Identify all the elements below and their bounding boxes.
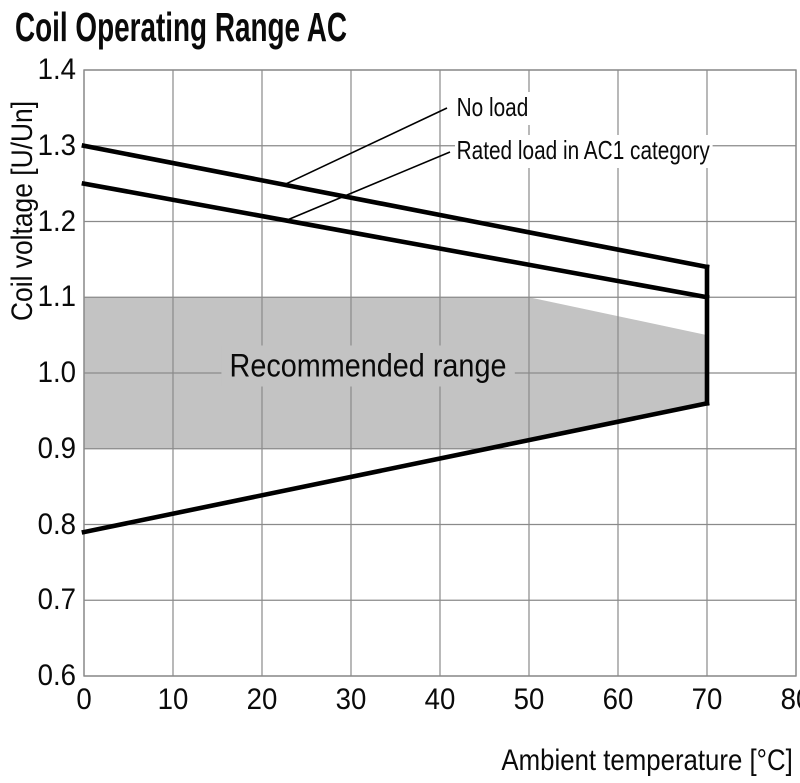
y-tick-label: 1.2 <box>37 204 76 238</box>
chart-title: Coil Operating Range AC <box>15 4 348 50</box>
y-tick-label: 0.8 <box>37 507 76 541</box>
y-tick-label: 0.6 <box>37 659 76 692</box>
y-tick-label: 1.0 <box>37 356 76 389</box>
x-tick-label: 20 <box>246 683 278 716</box>
x-tick-label: 40 <box>424 683 456 716</box>
x-tick-label: 70 <box>691 683 723 716</box>
y-tick-label: 0.7 <box>37 583 76 617</box>
x-tick-label: 0 <box>76 683 92 716</box>
recommended-range-label: Recommended range <box>221 345 515 387</box>
x-axis-title: Ambient temperature [°C] <box>501 744 793 777</box>
series-line-rated-load-in-ac1-category <box>81 180 710 300</box>
annotation-rated-load-in-ac1-category: Rated load in AC1 category <box>455 135 713 168</box>
series-line-lower-limit-line <box>81 400 710 535</box>
y-tick-label: 1.4 <box>37 53 76 86</box>
annotation-no-load: No load <box>455 92 531 125</box>
x-tick-label: 10 <box>157 683 189 716</box>
x-tick-label: 60 <box>602 683 634 716</box>
x-tick-label: 80 <box>780 683 800 716</box>
y-tick-label: 0.9 <box>37 431 76 465</box>
x-tick-label: 50 <box>513 683 545 716</box>
leader-line-no-load <box>283 107 448 186</box>
plot-frame <box>83 69 797 677</box>
leader-line-rated-load-in-ac1-category <box>285 151 451 222</box>
y-tick-label: 1.1 <box>37 280 76 314</box>
series-line-no-load <box>81 143 710 270</box>
y-tick-label: 1.3 <box>37 128 76 162</box>
x-tick-label: 30 <box>335 683 367 716</box>
